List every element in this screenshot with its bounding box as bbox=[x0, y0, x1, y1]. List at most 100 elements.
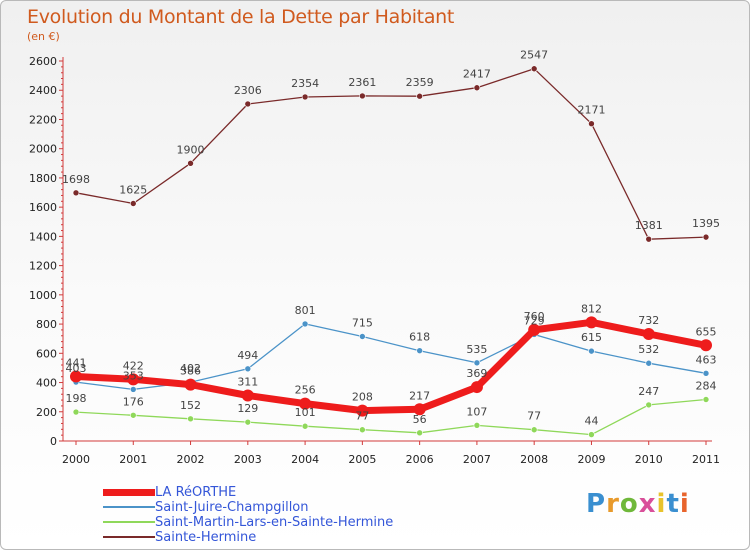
data-label: 217 bbox=[409, 389, 430, 402]
data-point bbox=[588, 347, 595, 355]
data-point bbox=[585, 316, 598, 329]
data-point bbox=[413, 403, 426, 416]
legend-item: Saint-Juire-Champgillon bbox=[103, 500, 433, 515]
data-label: 618 bbox=[409, 331, 430, 344]
data-label: 256 bbox=[295, 384, 316, 397]
logo-letter: i bbox=[679, 489, 690, 519]
data-point bbox=[473, 422, 481, 429]
legend-label: Saint-Martin-Lars-en-Sainte-Hermine bbox=[155, 515, 394, 530]
y-tick-label: 600 bbox=[36, 347, 57, 360]
x-tick-label: 2009 bbox=[577, 453, 605, 466]
data-label: 1381 bbox=[635, 219, 663, 232]
data-point bbox=[301, 422, 309, 430]
data-point bbox=[70, 370, 82, 383]
data-label: 2547 bbox=[520, 49, 548, 62]
data-label: 403 bbox=[66, 362, 87, 375]
y-tick-label: 400 bbox=[36, 377, 57, 390]
data-label: 715 bbox=[352, 317, 373, 330]
data-label: 655 bbox=[696, 325, 717, 338]
data-label: 402 bbox=[180, 362, 201, 375]
legend-label: Saint-Juire-Champgillon bbox=[155, 500, 309, 515]
data-point bbox=[416, 429, 423, 437]
data-label: 247 bbox=[638, 385, 659, 398]
data-label: 2354 bbox=[291, 77, 319, 90]
data-label: 729 bbox=[524, 314, 545, 327]
data-point bbox=[244, 418, 252, 426]
data-label: 198 bbox=[66, 392, 87, 405]
data-label: 129 bbox=[237, 402, 258, 415]
data-point bbox=[129, 411, 137, 419]
x-tick-label: 2010 bbox=[635, 453, 663, 466]
data-label: 2417 bbox=[463, 68, 491, 81]
y-tick-label: 1000 bbox=[29, 289, 57, 302]
data-point bbox=[470, 381, 483, 394]
data-label: 812 bbox=[581, 302, 602, 315]
data-point bbox=[416, 92, 423, 100]
data-label: 44 bbox=[584, 415, 598, 428]
data-label: 615 bbox=[581, 331, 602, 344]
legend-swatch bbox=[103, 536, 155, 538]
data-point bbox=[530, 426, 538, 434]
x-tick-label: 2001 bbox=[119, 453, 147, 466]
x-tick-label: 2011 bbox=[692, 453, 720, 466]
data-point bbox=[528, 323, 541, 336]
data-point bbox=[129, 386, 137, 393]
data-point bbox=[359, 333, 366, 340]
x-tick-label: 2003 bbox=[234, 453, 262, 466]
data-point bbox=[301, 93, 309, 101]
legend-label: Sainte-Hermine bbox=[155, 530, 257, 545]
data-label: 463 bbox=[696, 353, 717, 366]
data-label: 386 bbox=[180, 365, 201, 378]
y-tick-label: 2400 bbox=[29, 84, 57, 97]
data-label: 2359 bbox=[406, 76, 434, 89]
logo-letter: r bbox=[606, 489, 620, 519]
legend-label: LA RéORTHE bbox=[155, 485, 237, 500]
data-point bbox=[301, 320, 309, 328]
data-point bbox=[187, 160, 194, 167]
x-tick-label: 2008 bbox=[520, 453, 548, 466]
data-label: 353 bbox=[123, 369, 144, 382]
logo-letter: i bbox=[656, 489, 667, 519]
data-point bbox=[241, 389, 254, 402]
data-point bbox=[530, 65, 538, 73]
x-tick-label: 2002 bbox=[177, 453, 205, 466]
data-point bbox=[72, 408, 80, 416]
data-point bbox=[127, 373, 140, 386]
data-point bbox=[473, 84, 481, 92]
y-tick-label: 2000 bbox=[29, 143, 57, 156]
data-label: 369 bbox=[466, 367, 487, 380]
x-tick-label: 2004 bbox=[291, 453, 319, 466]
y-tick-label: 1600 bbox=[29, 201, 57, 214]
logo-letter: o bbox=[619, 489, 639, 519]
data-point bbox=[244, 100, 252, 108]
x-tick-label: 2007 bbox=[463, 453, 491, 466]
series-line bbox=[75, 68, 707, 240]
data-label: 532 bbox=[638, 343, 659, 356]
data-label: 284 bbox=[696, 379, 717, 392]
y-tick-label: 1400 bbox=[29, 230, 57, 243]
y-tick-label: 800 bbox=[36, 318, 57, 331]
data-point bbox=[184, 378, 197, 391]
data-label: 176 bbox=[123, 395, 144, 408]
data-point bbox=[299, 397, 312, 410]
series-line bbox=[75, 398, 707, 436]
data-label: 535 bbox=[466, 343, 487, 356]
x-tick-label: 2000 bbox=[62, 453, 90, 466]
data-label: 101 bbox=[295, 406, 316, 419]
data-label: 2306 bbox=[234, 84, 262, 97]
data-label: 208 bbox=[352, 391, 373, 404]
data-label: 77 bbox=[527, 410, 541, 423]
logo-letter: t bbox=[666, 489, 680, 519]
data-point bbox=[129, 200, 137, 207]
data-point bbox=[244, 365, 252, 373]
data-label: 2361 bbox=[348, 76, 376, 89]
data-label: 1395 bbox=[692, 217, 720, 230]
x-tick-label: 2005 bbox=[348, 453, 376, 466]
chart-title: Evolution du Montant de la Dette par Hab… bbox=[27, 6, 455, 28]
data-point bbox=[359, 92, 366, 100]
data-point bbox=[702, 233, 710, 241]
data-label: 422 bbox=[123, 359, 144, 372]
chart-legend: LA RéORTHE Saint-Juire-Champgillon Saint-M… bbox=[103, 485, 433, 545]
